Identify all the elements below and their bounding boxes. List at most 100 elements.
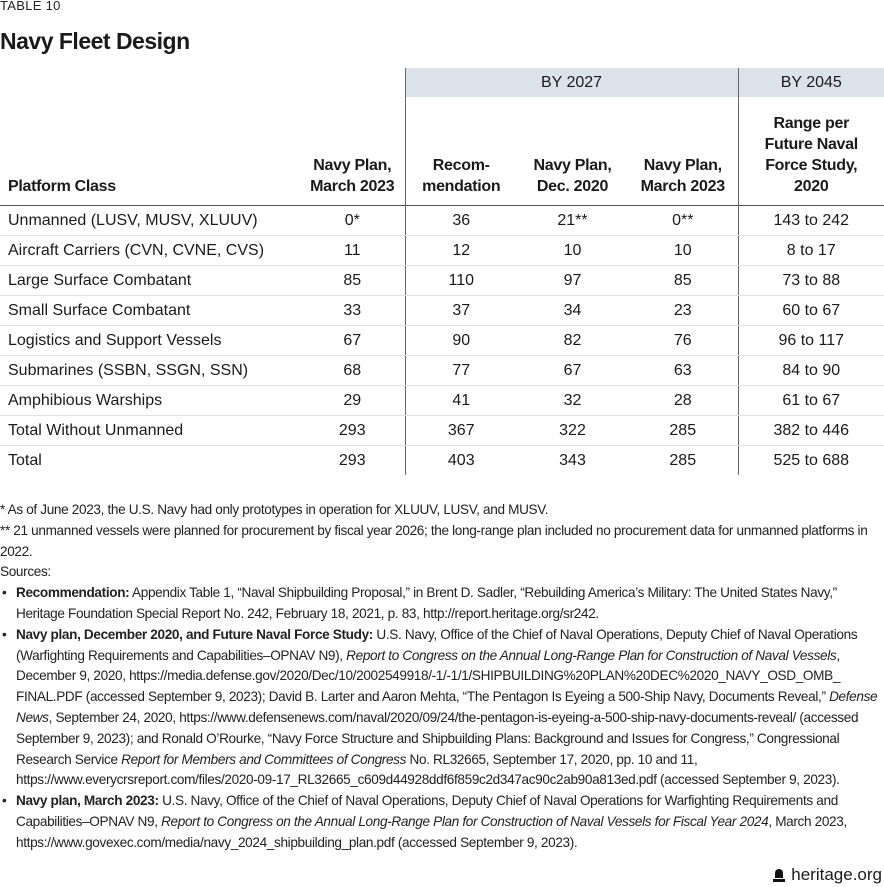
cell-value: 11 — [300, 235, 405, 266]
cell-value: 8 to 17 — [737, 235, 884, 266]
cell-value: 110 — [404, 265, 517, 296]
cell-value: 525 to 688 — [737, 445, 884, 475]
row-label: Total Without Unmanned — [0, 415, 300, 446]
row-label: Total — [8, 451, 42, 469]
group-by-2045: BY 2045 — [737, 68, 884, 97]
cell-value: 84 to 90 — [737, 355, 884, 386]
footnotes: * As of June 2023, the U.S. Navy had onl… — [0, 500, 880, 854]
source-item: Recommendation: Appendix Table 1, “Naval… — [0, 583, 880, 625]
column-header-row: Platform Class Navy Plan, March 2023 Reco… — [0, 97, 884, 206]
cell-value: 77 — [404, 355, 517, 386]
row-label: Submarines (SSBN, SSGN, SSN) — [0, 355, 300, 386]
table-row: Amphibious Warships 29 41 32 28 61 to 67 — [0, 385, 884, 416]
row-label: Aircraft Carriers (CVN, CVNE, CVS) — [0, 235, 300, 266]
table-row: Unmanned (LUSV, MUSV, XLUUV) 0* 36 21** 0** 1… — [0, 205, 884, 236]
cell-value: 285 — [669, 451, 697, 469]
col-navy-plan-march-2023: Navy Plan, March 2023 — [300, 97, 405, 206]
source-heading: Navy plan, December 2020, and Future Nav… — [16, 626, 373, 642]
cell-value: 60 to 67 — [737, 295, 884, 326]
footnote-2: ** 21 unmanned vessels were planned for … — [0, 522, 868, 559]
col-range-future-study: Range per Future Naval Force Study, 2020 — [737, 97, 884, 206]
group-header-row: BY 2027 BY 2045 — [0, 68, 884, 97]
site-name: heritage.org — [791, 865, 882, 884]
col-recommendation: Recom-mendation — [404, 97, 517, 206]
source-item: Navy plan, December 2020, and Future Nav… — [0, 625, 880, 791]
row-label: Small Surface Combatant — [0, 295, 300, 326]
table-row: Large Surface Combatant 85 110 97 85 73 to 88 — [0, 265, 884, 296]
cell-value: 0** — [628, 205, 738, 236]
footer-brand: heritage.org — [773, 865, 882, 885]
cell-value: 293 — [338, 451, 366, 469]
cell-value: 33 — [300, 295, 405, 326]
cell-value: 85 — [628, 265, 738, 296]
cell-value: 143 to 242 — [737, 205, 884, 236]
row-label: Logistics and Support Vessels — [0, 325, 300, 356]
source-heading: Recommendation: — [16, 585, 130, 601]
cell-value: 67 — [300, 325, 405, 356]
cell-value: 34 — [517, 295, 628, 326]
cell-value: 68 — [300, 355, 405, 386]
cell-value: 21** — [517, 205, 628, 236]
cell-value: 73 to 88 — [737, 265, 884, 296]
cell-value: 403 — [404, 445, 517, 475]
cell-value: 96 to 117 — [737, 325, 884, 356]
cell-value: 293 — [300, 415, 405, 446]
cell-value: 0* — [300, 205, 405, 236]
cell-value: 85 — [300, 265, 405, 296]
source-text: No. RL32665, September 17, 2020, pp. 10 … — [16, 751, 840, 788]
cell-value: 322 — [517, 415, 628, 446]
cell-value: 32 — [517, 385, 628, 416]
cell-value: 382 to 446 — [737, 415, 884, 446]
cell-value: 67 — [517, 355, 628, 386]
source-text: U.S. Navy, Office of the Chief of Naval … — [16, 793, 838, 829]
table-row: Aircraft Carriers (CVN, CVNE, CVS) 11 12 10… — [0, 235, 884, 266]
cell-value: 12 — [404, 235, 517, 266]
cell-value: 63 — [628, 355, 738, 386]
footnote-1: * As of June 2023, the U.S. Navy had onl… — [0, 502, 549, 517]
row-label: Large Surface Combatant — [0, 265, 300, 296]
source-text: Report to Congress on the Annual Long-Ra… — [346, 647, 837, 663]
cell-value: 36 — [404, 205, 517, 236]
cell-value: 10 — [628, 235, 738, 266]
source-item: Navy plan, March 2023: U.S. Navy, Office… — [0, 791, 880, 853]
cell-value: 10 — [517, 235, 628, 266]
cell-value: 82 — [517, 325, 628, 356]
row-label: Unmanned (LUSV, MUSV, XLUUV) — [0, 205, 300, 236]
table-row: Submarines (SSBN, SSGN, SSN) 68 77 67 63 84 t… — [0, 355, 884, 386]
cell-value: 90 — [404, 325, 517, 356]
cell-value: 367 — [404, 415, 517, 446]
fleet-table: BY 2027 BY 2045 Platform Class Navy Plan… — [0, 68, 884, 475]
table-row: Small Surface Combatant 33 37 34 23 60 to 67 — [0, 295, 884, 326]
source-text: Defense News — [16, 689, 878, 725]
cell-value: 23 — [628, 295, 738, 326]
liberty-bell-icon — [773, 868, 786, 882]
cell-value: 37 — [404, 295, 517, 326]
cell-value: 41 — [404, 385, 517, 416]
table-row: Total 293 403 343 285 525 to 688 — [0, 445, 884, 475]
cell-value: 285 — [628, 415, 738, 446]
source-text: Appendix Table 1, “Naval Shipbuilding Pr… — [16, 585, 837, 621]
table-title: Navy Fleet Design — [0, 28, 190, 54]
cell-value: 97 — [517, 265, 628, 296]
col-navy-plan-dec-2020: Navy Plan, Dec. 2020 — [517, 97, 628, 206]
cell-value: 61 to 67 — [737, 385, 884, 416]
source-text: U.S. Navy, Office of the Chief of Naval … — [16, 626, 858, 663]
table-row: Logistics and Support Vessels 67 90 82 76 96 … — [0, 325, 884, 356]
row-label: Amphibious Warships — [0, 385, 300, 416]
col-navy-plan-march-2023-2027: Navy Plan, March 2023 — [628, 97, 738, 206]
source-heading: Navy plan, March 2023: — [16, 793, 159, 809]
source-text: Report to Congress on the Annual Long-Ra… — [161, 813, 769, 829]
table-row: Total Without Unmanned 293 367 322 285 382 to… — [0, 415, 884, 446]
source-text: , March 2023, https://www.govexec.com/me… — [16, 813, 847, 850]
source-text: Report for Members and Committees of Con… — [121, 751, 407, 767]
cell-value: 343 — [559, 451, 586, 469]
col-platform-class: Platform Class — [0, 97, 300, 206]
cell-value: 29 — [300, 385, 405, 416]
table-label: TABLE 10 — [0, 0, 61, 13]
cell-value: 28 — [628, 385, 738, 416]
cell-value: 76 — [628, 325, 738, 356]
source-text: , December 9, 2020, https://media.defens… — [16, 647, 841, 705]
sources-label: Sources: — [0, 564, 51, 580]
source-text: , September 24, 2020, https://www.defens… — [16, 709, 859, 767]
group-by-2027: BY 2027 — [404, 68, 738, 97]
